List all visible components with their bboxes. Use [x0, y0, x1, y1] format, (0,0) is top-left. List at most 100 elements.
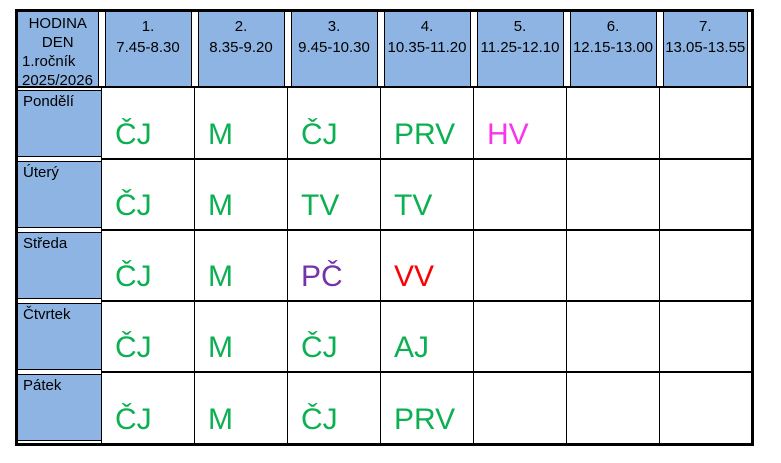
day-name-label: Pondělí [23, 93, 74, 110]
corner-cell: HODINA DEN 1.ročník 2025/2026 [16, 10, 102, 89]
day-name-fill: Středa [18, 232, 101, 299]
subject-label: M [208, 189, 233, 222]
subject-label: HV [487, 118, 529, 151]
day-name-cell: Pátek [17, 372, 102, 445]
day-row-3: Středa ČJ M PČ VV [17, 229, 753, 302]
period-time: 10.35-11.20 [387, 39, 467, 56]
lesson-cell [473, 229, 567, 302]
lesson-cell [659, 86, 753, 160]
lesson-cell: ČJ [287, 86, 381, 160]
lesson-cell: M [194, 371, 288, 446]
day-name-label: Úterý [23, 164, 59, 181]
header-row: HODINA DEN 1.ročník 2025/2026 1. 7.45-8.3… [16, 10, 753, 89]
subject-label: M [208, 331, 233, 364]
subject-label: PČ [301, 260, 343, 293]
corner-fill: HODINA DEN 1.ročník 2025/2026 [18, 12, 99, 89]
lesson-cell [473, 371, 567, 446]
period-header-7: 7. 13.05-13.55 [659, 10, 753, 88]
lesson-cell: HV [473, 86, 567, 160]
lesson-cell: M [194, 86, 288, 160]
subject-label: AJ [394, 331, 430, 364]
subject-label: PRV [394, 403, 456, 436]
period-time: 11.25-12.10 [480, 39, 560, 56]
subject-label: VV [394, 260, 435, 293]
period-header-fill: 7. 13.05-13.55 [662, 12, 748, 86]
lesson-cell: M [194, 158, 288, 231]
period-header-fill: 6. 12.15-13.00 [569, 12, 657, 86]
day-name-label: Čtvrtek [23, 306, 71, 323]
subject-label: ČJ [301, 118, 338, 151]
lesson-cell [659, 229, 753, 302]
day-name-fill: Pondělí [18, 90, 101, 157]
corner-line-den: DEN [41, 34, 74, 51]
period-time: 8.35-9.20 [209, 39, 273, 56]
subject-label: PRV [394, 118, 456, 151]
lesson-cell [473, 300, 567, 373]
day-name-fill: Pátek [18, 374, 101, 441]
lesson-cell: ČJ [287, 300, 381, 373]
corner-line-schoolyear: 2025/2026 [22, 72, 93, 89]
period-header-fill: 4. 10.35-11.20 [383, 12, 471, 86]
period-time: 7.45-8.30 [116, 39, 180, 56]
lesson-cell [473, 158, 567, 231]
day-row-2: Úterý ČJ M TV TV [17, 158, 753, 231]
subject-label: TV [301, 189, 340, 222]
period-number: 7. [698, 18, 712, 35]
lesson-cell: PČ [287, 229, 381, 302]
lesson-cell [659, 158, 753, 231]
period-header-4: 4. 10.35-11.20 [380, 10, 474, 88]
corner-line-grade: 1.ročník [22, 53, 76, 70]
subject-label: ČJ [301, 403, 338, 436]
lesson-cell: AJ [380, 300, 474, 373]
subject-label: ČJ [115, 189, 152, 222]
period-header-3: 3. 9.45-10.30 [287, 10, 381, 88]
lesson-cell: M [194, 229, 288, 302]
period-number: 6. [606, 18, 620, 35]
period-number: 1. [141, 18, 155, 35]
period-number: 2. [234, 18, 248, 35]
lesson-cell: PRV [380, 86, 474, 160]
period-header-6: 6. 12.15-13.00 [566, 10, 660, 88]
day-row-1: Pondělí ČJ M ČJ PRV HV [17, 86, 753, 160]
subject-label: ČJ [115, 260, 152, 293]
corner-line-hodina: HODINA [28, 15, 87, 32]
timetable-body: HODINA DEN 1.ročník 2025/2026 1. 7.45-8.3… [16, 10, 753, 446]
day-name-cell: Úterý [17, 159, 102, 230]
period-header-2: 2. 8.35-9.20 [194, 10, 288, 88]
period-time: 12.15-13.00 [572, 39, 654, 56]
period-number: 5. [513, 18, 527, 35]
day-row-4: Čtvrtek ČJ M ČJ AJ [17, 300, 753, 373]
period-header-5: 5. 11.25-12.10 [473, 10, 567, 88]
lesson-cell: ČJ [101, 300, 195, 373]
lesson-cell [566, 158, 660, 231]
timetable: HODINA DEN 1.ročník 2025/2026 1. 7.45-8.3… [15, 9, 754, 446]
day-name-fill: Úterý [18, 161, 101, 228]
lesson-cell: TV [287, 158, 381, 231]
subject-label: ČJ [115, 118, 152, 151]
subject-label: M [208, 260, 233, 293]
period-number: 3. [327, 18, 341, 35]
subject-label: ČJ [115, 331, 152, 364]
period-time: 9.45-10.30 [298, 39, 370, 56]
lesson-cell [659, 371, 753, 446]
lesson-cell: ČJ [101, 158, 195, 231]
period-header-1: 1. 7.45-8.30 [101, 10, 195, 88]
lesson-cell: VV [380, 229, 474, 302]
lesson-cell: ČJ [101, 86, 195, 160]
lesson-cell [659, 300, 753, 373]
lesson-cell [566, 229, 660, 302]
lesson-cell [566, 371, 660, 446]
period-header-fill: 3. 9.45-10.30 [290, 12, 378, 86]
period-number: 4. [420, 18, 434, 35]
period-header-fill: 2. 8.35-9.20 [197, 12, 285, 86]
subject-label: M [208, 118, 233, 151]
day-name-label: Středa [23, 235, 68, 252]
day-name-cell: Čtvrtek [17, 301, 102, 372]
lesson-cell: PRV [380, 371, 474, 446]
lesson-cell [566, 86, 660, 160]
lesson-cell: ČJ [101, 371, 195, 446]
period-header-fill: 5. 11.25-12.10 [476, 12, 564, 86]
subject-label: ČJ [301, 331, 338, 364]
subject-label: TV [394, 189, 433, 222]
lesson-cell: TV [380, 158, 474, 231]
